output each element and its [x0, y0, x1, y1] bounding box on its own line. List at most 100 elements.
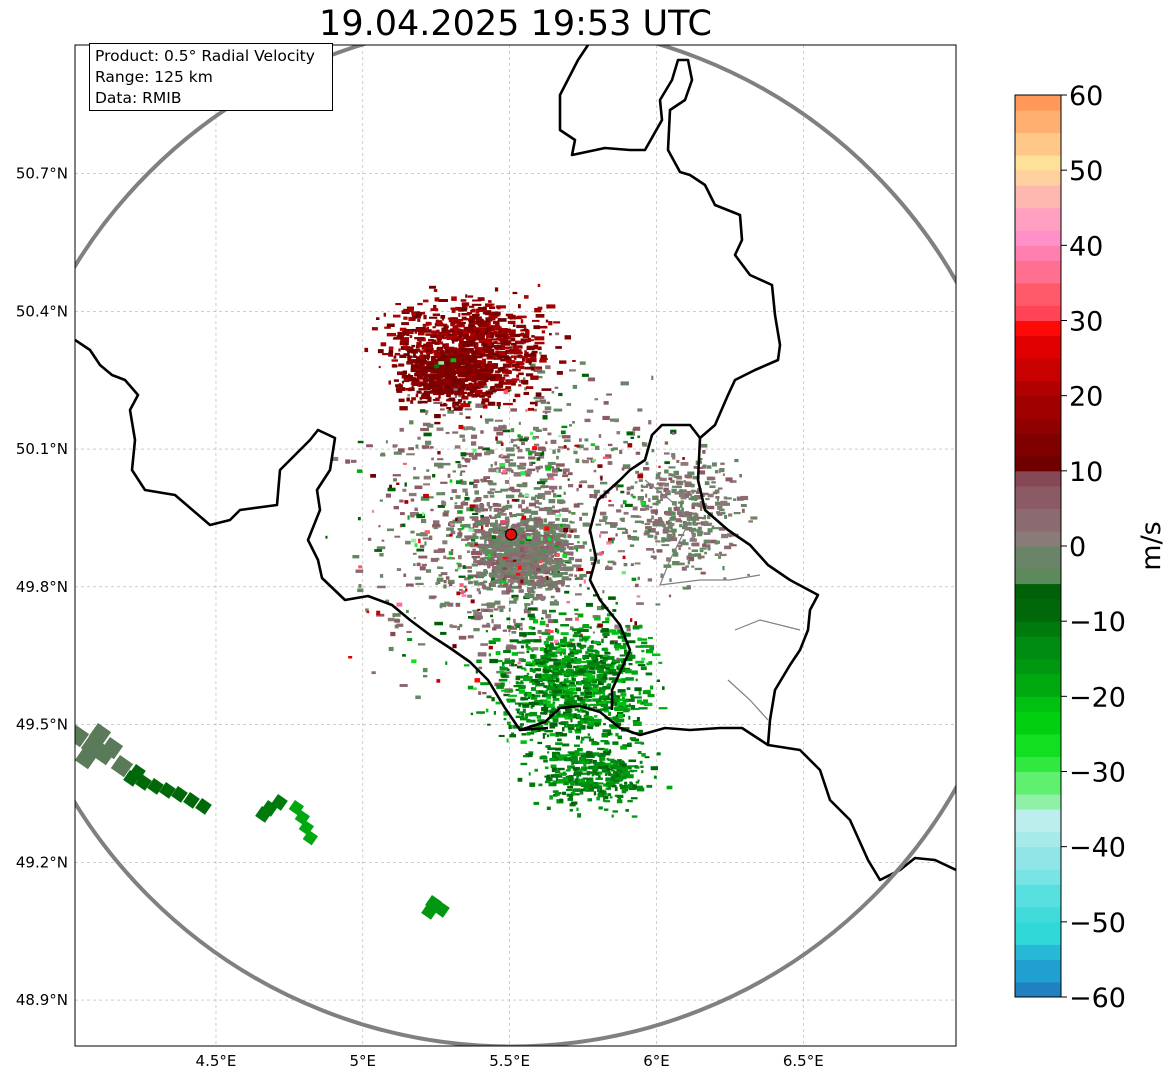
echo-gate — [413, 355, 417, 358]
echo-gate — [417, 384, 420, 387]
echo-gate — [562, 659, 567, 663]
echo-gate — [614, 698, 621, 701]
echo-gate — [479, 395, 485, 398]
echo-gate — [517, 777, 523, 782]
echo-gate — [582, 772, 587, 775]
echo-gate — [632, 536, 640, 541]
echo-gate — [569, 424, 572, 427]
echo-gate — [617, 689, 626, 693]
echo-gate — [509, 600, 517, 604]
echo-gate — [418, 555, 428, 559]
echo-gate — [614, 624, 620, 629]
echo-gate — [611, 814, 614, 818]
echo-gate — [385, 440, 388, 444]
echo-gate — [405, 375, 414, 379]
colorbar-swatch — [1015, 621, 1061, 637]
echo-gate — [554, 665, 564, 669]
echo-gate — [543, 691, 548, 695]
echo-gate — [560, 533, 565, 538]
echo-gate — [538, 555, 543, 560]
echo-gate — [440, 315, 446, 319]
map-area[interactable] — [0, 22, 1023, 1046]
echo-gate — [664, 441, 669, 445]
echo-gate — [594, 494, 598, 499]
echo-gate — [563, 528, 569, 533]
echo-gate — [693, 519, 696, 524]
echo-gate — [554, 544, 559, 548]
echo-gate — [581, 373, 589, 377]
echo-gate — [499, 531, 510, 536]
echo-gate — [617, 711, 624, 716]
echo-gate — [558, 722, 562, 725]
echo-gate — [413, 563, 416, 566]
echo-gate — [510, 428, 515, 433]
echo-gate — [562, 576, 569, 580]
echo-gate — [638, 729, 643, 734]
echo-gate — [592, 752, 600, 756]
echo-gate — [545, 466, 551, 471]
echo-gate — [646, 662, 649, 666]
echo-gate — [650, 685, 654, 690]
echo-gate — [528, 753, 533, 758]
echo-gate — [345, 459, 351, 464]
echo-gate — [434, 414, 441, 419]
colorbar-swatch — [1015, 944, 1061, 960]
echo-gate — [692, 542, 700, 547]
echo-gate — [497, 553, 507, 557]
echo-gate — [495, 701, 501, 705]
echo-gate — [574, 613, 579, 616]
echo-gate — [506, 566, 509, 571]
echo-gate — [409, 420, 414, 425]
echo-gate — [684, 512, 692, 517]
echo-gate — [681, 566, 687, 571]
echo-gate — [585, 711, 588, 716]
echo-gate — [516, 532, 520, 536]
echo-gate — [543, 648, 546, 651]
echo-gate — [517, 315, 527, 319]
echo-gate — [566, 703, 574, 708]
echo-gate — [451, 390, 455, 394]
echo-gate — [502, 528, 510, 531]
echo-gate — [420, 400, 428, 404]
echo-gate — [352, 555, 360, 559]
echo-gate — [614, 648, 620, 651]
echo-gate — [515, 681, 519, 684]
echo-gate — [602, 685, 611, 690]
echo-gate — [522, 380, 529, 385]
echo-gate — [438, 379, 445, 382]
echo-gate — [638, 479, 643, 482]
echo-gate — [457, 591, 464, 595]
echo-gate — [620, 381, 629, 386]
echo-gate — [562, 559, 571, 563]
echo-gate — [600, 629, 609, 633]
echo-gate — [437, 505, 445, 508]
echo-gate — [702, 543, 707, 548]
echo-gate — [561, 695, 565, 699]
echo-gate — [602, 415, 610, 420]
echo-gate — [396, 482, 400, 485]
colorbar-swatch — [1015, 711, 1061, 735]
radar-site-marker[interactable] — [504, 528, 518, 541]
echo-gate — [482, 692, 487, 695]
echo-gate — [524, 563, 528, 567]
echo-gate — [450, 307, 458, 310]
echo-gate — [495, 659, 503, 663]
echo-gate — [478, 307, 487, 311]
echo-gate — [447, 369, 452, 373]
echo-gate — [575, 730, 582, 734]
echo-gate — [408, 316, 415, 321]
echo-gate — [628, 663, 633, 666]
echo-gate — [718, 527, 726, 531]
echo-gate — [688, 514, 693, 519]
echo-gate — [725, 502, 730, 506]
echo-gate — [617, 484, 624, 488]
echo-gate — [423, 674, 428, 678]
echo-gate — [387, 528, 394, 532]
echo-gate — [466, 426, 473, 430]
echo-gate — [586, 770, 591, 776]
echo-gate — [588, 704, 591, 708]
echo-gate — [620, 490, 625, 494]
echo-gate — [626, 698, 635, 702]
echo-gate — [616, 794, 624, 799]
echo-gate — [503, 711, 509, 716]
